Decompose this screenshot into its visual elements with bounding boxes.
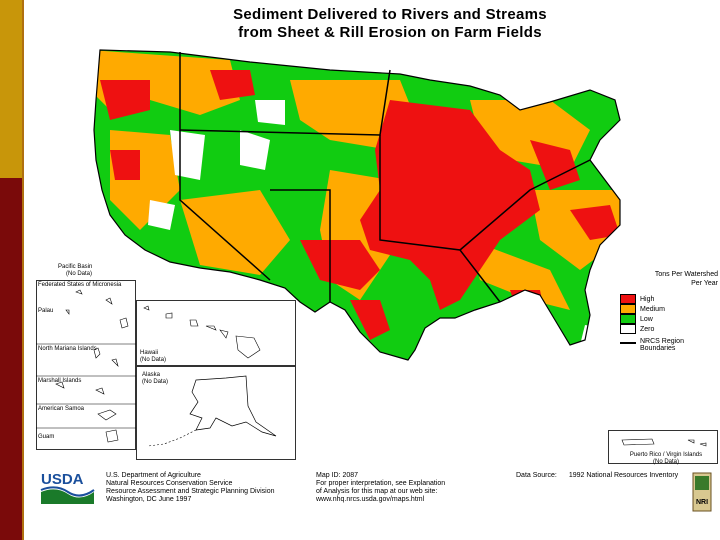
- map-id-line4: www.nhq.nrcs.usda.gov/maps.html: [316, 496, 425, 503]
- legend-swatch-high: [620, 294, 636, 304]
- nri-logo-text: NRI: [696, 499, 708, 506]
- legend-heading-line1: Tons Per Watershed: [654, 271, 718, 278]
- legend-boundary-label: NRCS Region Boundaries: [640, 338, 684, 352]
- data-source-label: Data Source:: [516, 472, 557, 479]
- legend-heading: Tons Per Watershed Per Year: [618, 270, 718, 288]
- agency-info: U.S. Department of Agriculture Natural R…: [106, 472, 274, 504]
- legend-boundary-label-line2: Boundaries: [640, 345, 676, 352]
- alaska-inset-panel: [136, 366, 296, 460]
- inset-label-micronesia: Federated States of Micronesia: [38, 282, 122, 288]
- slide-accent-maroon-bar: [0, 178, 22, 540]
- legend-item-boundary: NRCS Region Boundaries: [620, 338, 718, 352]
- map-id-line3: of Analysis for this map at our web site…: [316, 488, 438, 495]
- map-title-line1: Sediment Delivered to Rivers and Streams: [233, 6, 547, 23]
- legend-swatch-low: [620, 314, 636, 324]
- map-id-info: Map ID: 2087 For proper interpretation, …: [316, 472, 445, 504]
- legend-boundary-line-sample: [620, 342, 636, 344]
- legend-boundary-label-line1: NRCS Region: [640, 338, 684, 345]
- inset-hawaii-note: (No Data): [140, 357, 167, 363]
- inset-label-pacific-basin: Pacific Basin (No Data): [58, 264, 92, 278]
- hawaii-inset-panel: [136, 300, 296, 366]
- legend-label-low: Low: [640, 315, 653, 323]
- inset-alaska-note: (No Data): [142, 379, 169, 385]
- inset-alaska-name: Alaska: [142, 372, 161, 378]
- usda-logo-text: USDA: [41, 471, 84, 488]
- inset-pacific-basin-name: Pacific Basin: [58, 264, 93, 270]
- puerto-rico-inset-panel: [608, 430, 718, 464]
- inset-label-american-samoa: American Samoa: [38, 406, 85, 412]
- legend-item-medium: Medium: [620, 304, 718, 314]
- slide-accent-line: [22, 0, 24, 540]
- inset-label-hawaii: Hawaii (No Data): [140, 350, 166, 364]
- slide-accent-gold-bar: [0, 0, 22, 178]
- legend-swatch-medium: [620, 304, 636, 314]
- legend-label-high: High: [640, 295, 655, 303]
- inset-label-marshall: Marshall Islands: [38, 378, 82, 384]
- usda-logo-icon: USDA: [40, 471, 95, 504]
- map-id-line2: For proper interpretation, see Explanati…: [316, 480, 446, 487]
- agency-line1: U.S. Department of Agriculture: [106, 472, 201, 479]
- inset-hawaii-name: Hawaii: [140, 350, 159, 356]
- inset-puerto-rico-note: (No Data): [652, 459, 679, 465]
- map-id-line1: Map ID: 2087: [316, 472, 359, 479]
- agency-line2: Natural Resources Conservation Service: [106, 480, 233, 487]
- agency-line4: Washington, DC June 1997: [106, 496, 192, 503]
- pacific-basin-inset-panel: [36, 280, 136, 450]
- legend-heading-line2: Per Year: [691, 280, 718, 287]
- legend-label-medium: Medium: [640, 305, 665, 313]
- map-legend: Tons Per Watershed Per Year High Medium …: [618, 270, 718, 352]
- agency-line3: Resource Assessment and Strategic Planni…: [106, 488, 275, 495]
- conus-sediment-map: [93, 49, 621, 361]
- legend-item-zero: Zero: [620, 324, 718, 334]
- inset-label-alaska: Alaska (No Data): [142, 372, 168, 386]
- map-title-line2: from Sheet & Rill Erosion on Farm Fields: [238, 24, 542, 41]
- data-source-value: 1992 National Resources Inventory: [568, 472, 679, 479]
- inset-label-guam: Guam: [38, 434, 55, 440]
- inset-label-north-mariana: North Mariana Islands: [38, 346, 97, 352]
- data-source-info: Data Source: 1992 National Resources Inv…: [516, 472, 678, 480]
- legend-swatch-zero: [620, 324, 636, 334]
- inset-pacific-basin-note: (No Data): [66, 271, 93, 277]
- legend-label-zero: Zero: [640, 325, 655, 333]
- legend-item-high: High: [620, 294, 718, 304]
- inset-label-palau: Palau: [38, 308, 54, 314]
- inset-label-puerto-rico: Puerto Rico / Virgin Islands (No Data): [616, 452, 716, 466]
- map-footer: USDA U.S. Department of Agriculture Natu…: [38, 466, 714, 534]
- inset-puerto-rico-name: Puerto Rico / Virgin Islands: [629, 452, 703, 458]
- legend-item-low: Low: [620, 314, 718, 324]
- map-title: Sediment Delivered to Rivers and Streams…: [150, 6, 630, 42]
- nri-logo-icon: NRI: [692, 472, 712, 512]
